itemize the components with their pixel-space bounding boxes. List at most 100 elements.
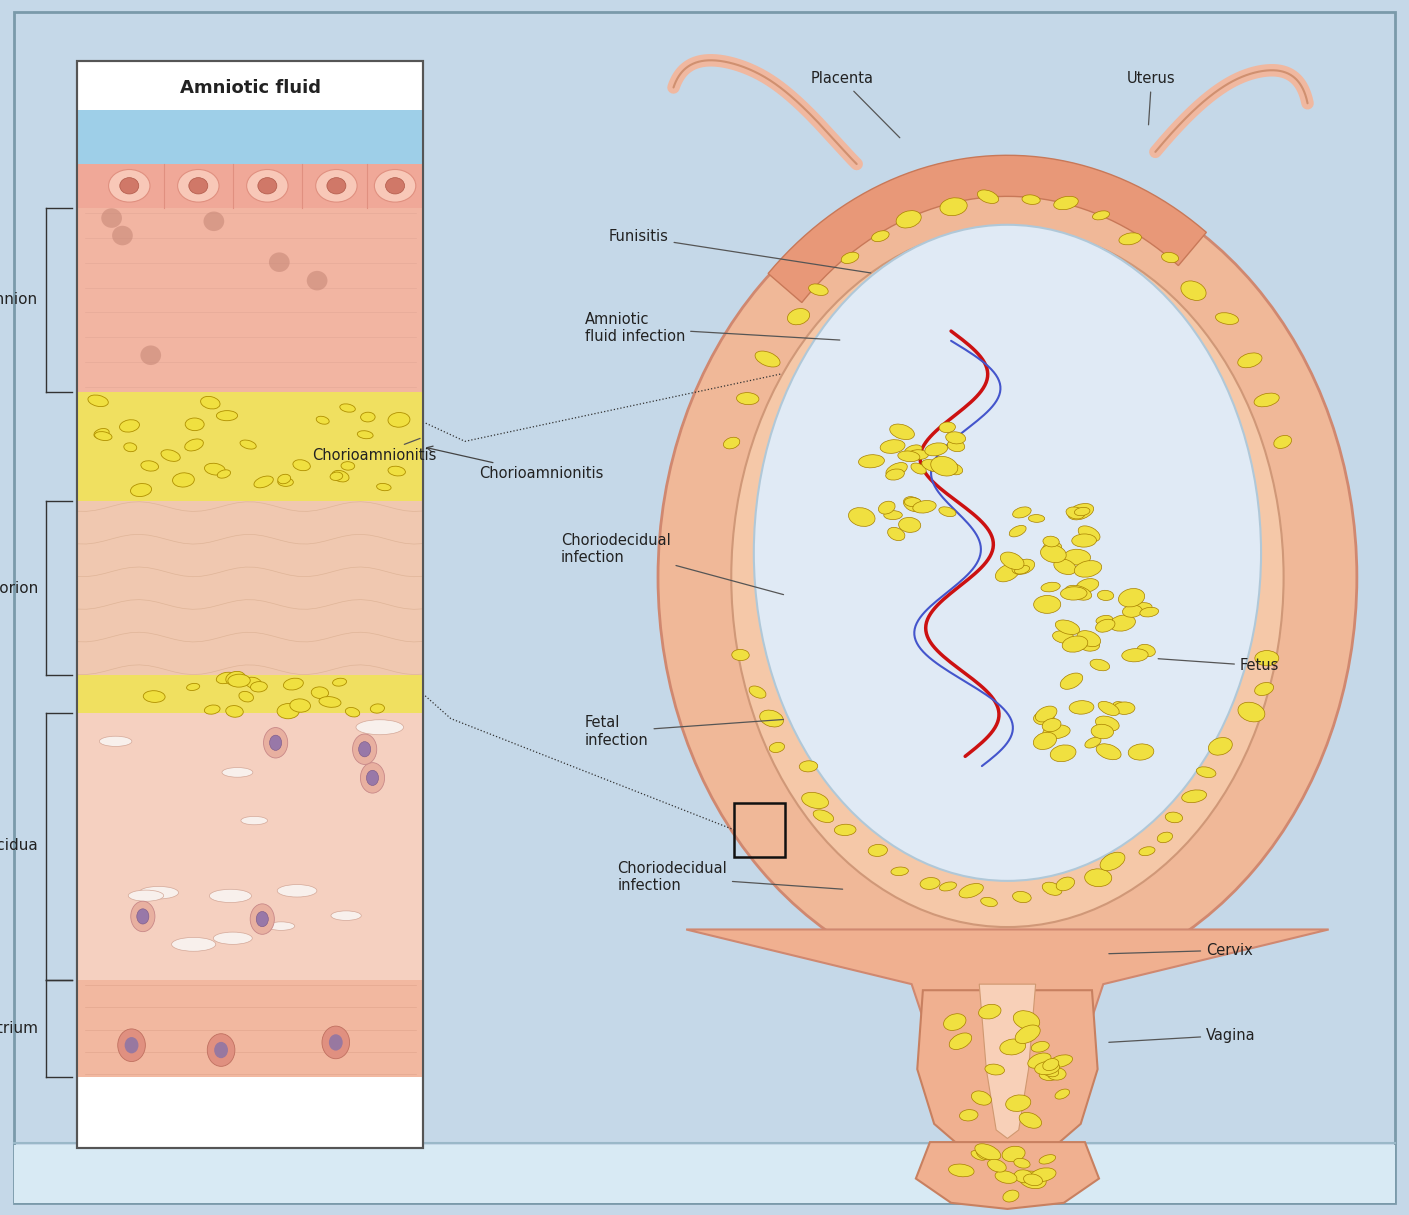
Text: Vagina: Vagina <box>1109 1028 1255 1042</box>
Ellipse shape <box>1043 536 1060 547</box>
Text: Chorioamnionitis: Chorioamnionitis <box>427 446 603 481</box>
Ellipse shape <box>1014 1025 1040 1044</box>
Ellipse shape <box>245 677 262 689</box>
Ellipse shape <box>358 431 373 439</box>
Ellipse shape <box>386 177 404 194</box>
Ellipse shape <box>1034 712 1054 725</box>
Ellipse shape <box>960 883 983 898</box>
Ellipse shape <box>878 502 895 514</box>
Ellipse shape <box>311 686 328 699</box>
Bar <box>77 61 423 1148</box>
Ellipse shape <box>387 413 410 428</box>
Ellipse shape <box>910 463 926 474</box>
Text: Uterus: Uterus <box>1127 72 1177 125</box>
Ellipse shape <box>945 431 965 443</box>
Ellipse shape <box>124 442 137 452</box>
Ellipse shape <box>345 707 359 717</box>
Ellipse shape <box>316 417 330 424</box>
Ellipse shape <box>1140 608 1158 617</box>
Ellipse shape <box>223 768 252 778</box>
Ellipse shape <box>341 462 355 470</box>
Ellipse shape <box>124 1038 138 1053</box>
Ellipse shape <box>881 440 905 453</box>
Ellipse shape <box>1065 586 1092 600</box>
Ellipse shape <box>898 451 920 462</box>
Ellipse shape <box>1137 644 1155 656</box>
Ellipse shape <box>1041 582 1060 592</box>
Ellipse shape <box>316 170 356 202</box>
Ellipse shape <box>1254 394 1279 407</box>
Ellipse shape <box>1043 725 1071 739</box>
Ellipse shape <box>1123 605 1143 617</box>
Ellipse shape <box>1109 615 1136 631</box>
Ellipse shape <box>1209 738 1233 756</box>
Ellipse shape <box>755 351 781 367</box>
Ellipse shape <box>1274 435 1292 448</box>
Ellipse shape <box>1119 233 1141 245</box>
Ellipse shape <box>944 1013 967 1030</box>
Ellipse shape <box>278 474 290 484</box>
Text: Funisitis: Funisitis <box>609 230 871 273</box>
Ellipse shape <box>371 703 385 713</box>
Bar <box>734 803 785 857</box>
Ellipse shape <box>1182 790 1206 803</box>
Bar <box>77 109 423 164</box>
Ellipse shape <box>240 691 254 702</box>
Ellipse shape <box>971 1091 992 1106</box>
Ellipse shape <box>750 686 766 699</box>
Ellipse shape <box>217 470 231 479</box>
Text: Fetus: Fetus <box>1158 659 1279 673</box>
Ellipse shape <box>269 253 290 272</box>
Bar <box>77 164 423 208</box>
Ellipse shape <box>1091 724 1113 739</box>
Ellipse shape <box>658 164 1357 990</box>
Ellipse shape <box>981 898 998 906</box>
Ellipse shape <box>1254 683 1274 695</box>
Ellipse shape <box>247 170 287 202</box>
Ellipse shape <box>333 470 349 482</box>
Ellipse shape <box>366 770 379 785</box>
Ellipse shape <box>1031 1168 1055 1182</box>
Ellipse shape <box>754 225 1261 881</box>
Ellipse shape <box>217 411 238 420</box>
Ellipse shape <box>375 170 416 202</box>
Text: Amniotic
fluid infection: Amniotic fluid infection <box>585 312 840 344</box>
Ellipse shape <box>251 904 275 934</box>
Ellipse shape <box>1091 660 1110 671</box>
Ellipse shape <box>889 424 914 440</box>
Ellipse shape <box>979 1005 1000 1019</box>
Ellipse shape <box>975 1143 1000 1160</box>
Ellipse shape <box>920 877 940 889</box>
Ellipse shape <box>131 484 152 497</box>
Ellipse shape <box>1113 701 1129 712</box>
Ellipse shape <box>293 459 310 470</box>
Ellipse shape <box>1239 702 1265 722</box>
Ellipse shape <box>1079 639 1099 651</box>
Ellipse shape <box>1013 507 1031 518</box>
Ellipse shape <box>330 473 342 480</box>
Ellipse shape <box>1014 1170 1033 1183</box>
Ellipse shape <box>1050 745 1076 762</box>
Ellipse shape <box>251 682 268 693</box>
Bar <box>77 208 423 392</box>
Ellipse shape <box>333 678 347 686</box>
Ellipse shape <box>1098 590 1113 600</box>
Ellipse shape <box>87 395 108 407</box>
Ellipse shape <box>1138 847 1155 855</box>
Ellipse shape <box>1165 812 1182 823</box>
Ellipse shape <box>144 690 165 702</box>
Ellipse shape <box>131 902 155 932</box>
Ellipse shape <box>278 477 293 486</box>
Ellipse shape <box>938 507 955 516</box>
Ellipse shape <box>1033 733 1057 750</box>
Ellipse shape <box>327 177 345 194</box>
Ellipse shape <box>1076 578 1099 593</box>
Polygon shape <box>916 1142 1099 1209</box>
Ellipse shape <box>1054 197 1078 210</box>
Ellipse shape <box>1013 1011 1040 1029</box>
Ellipse shape <box>361 763 385 793</box>
Ellipse shape <box>214 1042 228 1058</box>
Ellipse shape <box>352 734 376 764</box>
Ellipse shape <box>731 649 750 661</box>
Ellipse shape <box>960 1109 978 1121</box>
